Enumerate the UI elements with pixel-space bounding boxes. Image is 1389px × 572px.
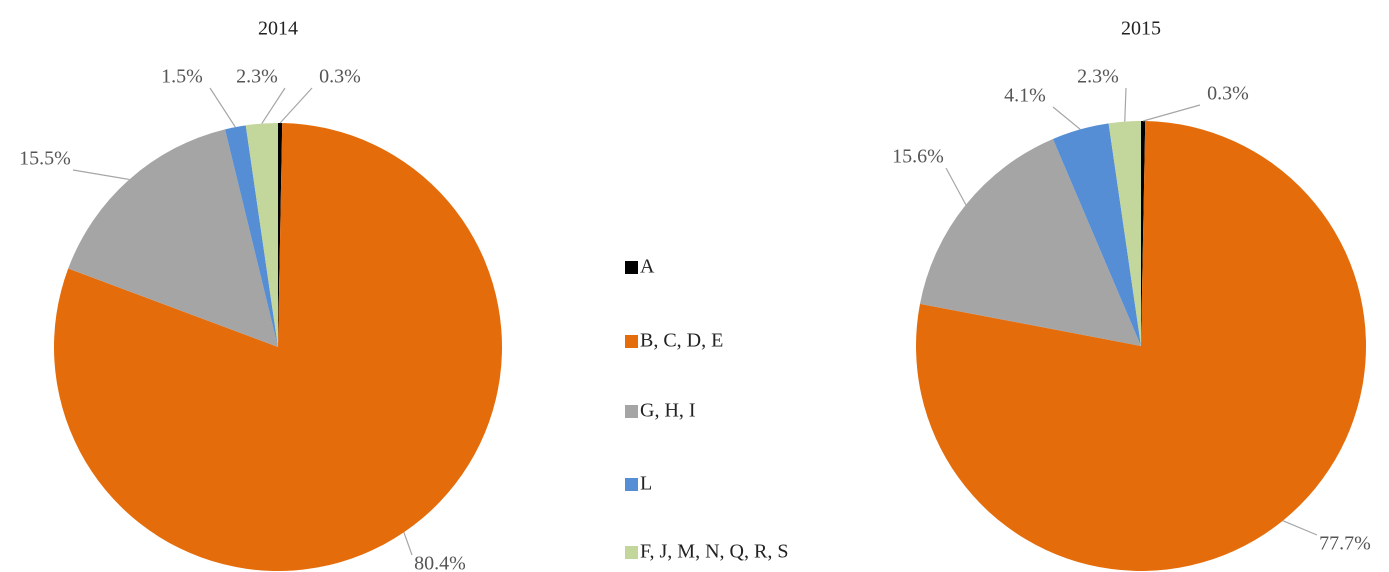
pie-slice	[1052, 123, 1141, 347]
data-label: 77.7%	[1319, 533, 1371, 555]
data-label: 1.5%	[161, 66, 203, 88]
leader-line	[1282, 520, 1318, 536]
leader-line	[403, 532, 413, 556]
pie-slice	[53, 123, 502, 571]
data-label: 2.3%	[1077, 66, 1119, 88]
legend-swatch	[625, 546, 638, 559]
leader-line	[945, 167, 967, 206]
leader-line	[209, 87, 236, 128]
leader-line	[279, 87, 313, 124]
data-label: 15.5%	[19, 148, 71, 170]
pie-slice	[68, 129, 278, 347]
legend-label: L	[640, 473, 652, 495]
pie-slice	[919, 138, 1141, 346]
leader-line	[72, 169, 130, 181]
legend-label: B, C, D, E	[640, 330, 723, 352]
leader-line	[1142, 104, 1201, 122]
legend-swatch	[625, 335, 638, 348]
chart-title: 2015	[1121, 18, 1161, 40]
data-label: 15.6%	[892, 146, 944, 168]
leader-line	[1124, 87, 1127, 122]
chart-title: 2014	[258, 18, 298, 40]
pie-slice	[916, 121, 1366, 571]
leader-line	[261, 87, 286, 124]
data-label: 2.3%	[236, 66, 278, 88]
legend-label: G, H, I	[640, 400, 696, 422]
leader-line	[1052, 106, 1081, 130]
pie-slice	[1141, 121, 1146, 346]
legend-swatch	[625, 405, 638, 418]
legend-label: F, J, M, N, Q, R, S	[640, 541, 788, 563]
legend-label: A	[640, 256, 655, 278]
data-label: 0.3%	[1207, 83, 1249, 105]
legend-swatch	[625, 478, 638, 491]
pie-slice	[278, 123, 283, 347]
data-label: 80.4%	[414, 553, 466, 572]
pie-slice	[1108, 121, 1141, 346]
legend-swatch	[625, 261, 638, 274]
pie-slice	[245, 123, 278, 347]
pie-slice	[225, 125, 278, 347]
data-label: 0.3%	[319, 66, 361, 88]
data-label: 4.1%	[1004, 85, 1046, 107]
